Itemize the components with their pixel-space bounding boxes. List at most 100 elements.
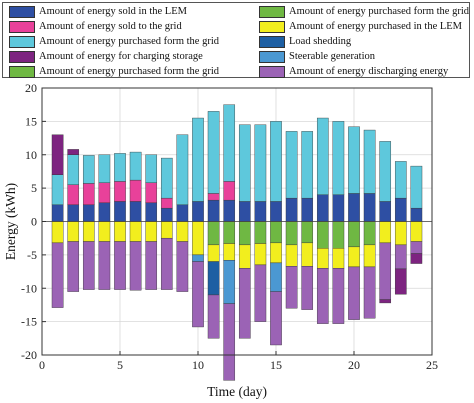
y-tick-label: -15 — [21, 315, 37, 329]
bar-purch_grid — [145, 154, 158, 183]
legend-item-purch_grid: Amount of energy purchased form the grid — [9, 34, 219, 49]
bar-sold_grid — [82, 183, 95, 206]
legend-swatch — [259, 35, 285, 48]
bar-sold_lem — [348, 193, 360, 222]
legend-label: Steerable generation — [289, 51, 375, 62]
bar-sold_grid — [207, 193, 220, 201]
bar-purch_grid2 — [363, 221, 376, 246]
bar-charging — [410, 253, 423, 264]
bar-purch_lem — [410, 221, 423, 242]
legend-label: Amount of energy for charging storage — [39, 51, 203, 62]
bar-discharging — [301, 266, 314, 310]
bar-sold_grid — [114, 181, 126, 202]
bar-purch_grid2 — [316, 221, 329, 249]
bar-sold_grid — [145, 182, 158, 204]
bar-discharging — [67, 241, 80, 292]
legend-swatch — [9, 5, 35, 18]
bar-purch_lem — [238, 244, 251, 269]
legend-swatch — [259, 65, 285, 78]
bar-purch_lem — [348, 246, 360, 268]
bar-purch_lem — [67, 221, 80, 242]
legend-item-sold_grid: Amount of energy sold to the grid — [9, 19, 182, 34]
x-tick-label: 10 — [192, 358, 204, 372]
bar-purch_grid2 — [207, 221, 220, 246]
bar-purch_grid — [114, 153, 126, 182]
bar-purch_lem — [114, 221, 126, 242]
bar-purch_lem — [82, 221, 95, 242]
bar-purch_grid — [129, 151, 142, 181]
bar-purch_grid — [51, 174, 64, 206]
x-tick-label: 5 — [117, 358, 123, 372]
y-tick-label: 10 — [25, 148, 37, 162]
bar-purch_grid2 — [348, 221, 360, 248]
bar-discharging — [285, 266, 298, 309]
bar-sold_lem — [192, 201, 204, 222]
bar-purch_lem — [223, 243, 236, 261]
bar-discharging — [114, 241, 126, 290]
bar-purch_grid2 — [270, 221, 282, 244]
bar-sold_lem — [51, 204, 64, 222]
bar-purch_grid — [410, 165, 423, 209]
bar-purch_grid — [254, 124, 267, 202]
bar-sold_grid — [223, 181, 236, 201]
bar-purch_grid — [316, 117, 329, 195]
bar-purch_lem — [363, 244, 376, 268]
bar-sold_lem — [114, 201, 126, 222]
bar-discharging — [394, 244, 407, 270]
bar-sold_grid — [129, 179, 142, 202]
legend-swatch — [9, 65, 35, 78]
legend-label: Load shedding — [289, 36, 352, 47]
bar-purch_lem — [207, 244, 220, 262]
legend-item-charging: Amount of energy for charging storage — [9, 49, 203, 64]
legend-label: Amount of energy purchased form the grid — [39, 66, 220, 77]
bar-purch_grid — [176, 134, 189, 206]
legend-swatch — [9, 20, 35, 33]
bar-charging — [67, 149, 80, 155]
legend-swatch — [259, 20, 285, 33]
bar-purch_lem — [192, 221, 204, 256]
bar-purch_lem — [316, 247, 329, 269]
bar-sold_grid — [160, 197, 173, 209]
legend-item-purch_grid2: Amount of energy purchased form the grid — [9, 64, 219, 79]
y-tick-label: -20 — [21, 348, 37, 362]
bar-charging — [51, 134, 64, 175]
bar-sold_lem — [67, 204, 80, 222]
bar-purch_grid — [363, 129, 376, 194]
bar-discharging — [207, 294, 220, 339]
bar-charging — [379, 299, 392, 304]
bar-sold_lem — [394, 197, 407, 222]
bar-discharging — [51, 242, 64, 308]
bar-purch_grid2 — [238, 221, 251, 246]
x-axis-title: Time (day) — [207, 384, 267, 399]
legend-label: Amount of energy purchased form the grid — [289, 6, 470, 17]
bar-discharging — [410, 241, 423, 254]
legend-item-discharging: Amount of energy discharging energy — [259, 64, 448, 79]
bar-steerable — [192, 254, 204, 262]
legend-swatch — [9, 50, 35, 63]
y-tick-label: -10 — [21, 281, 37, 295]
bar-purch_lem — [98, 221, 111, 242]
bar-purch_lem — [301, 242, 314, 267]
bar-sold_lem — [145, 202, 158, 222]
bar-discharging — [348, 266, 360, 320]
bar-purch_grid — [238, 124, 251, 202]
bar-sold_lem — [316, 194, 329, 222]
x-tick-label: 0 — [39, 358, 45, 372]
bar-sold_lem — [270, 201, 282, 222]
bar-purch_grid2 — [223, 221, 236, 244]
bar-sold_lem — [379, 201, 392, 222]
bar-steerable — [223, 260, 236, 304]
bar-discharging — [82, 241, 95, 290]
legend-swatch — [9, 35, 35, 48]
y-tick-label: 5 — [31, 181, 37, 195]
bar-sold_lem — [176, 204, 189, 222]
bar-discharging — [223, 303, 236, 381]
bar-sold_lem — [410, 207, 423, 222]
bar-discharging — [379, 242, 392, 300]
bar-purch_lem — [145, 221, 158, 242]
legend-label: Amount of energy sold in the LEM — [39, 6, 187, 17]
bar-purch_grid — [301, 131, 314, 199]
bar-purch_grid — [332, 121, 345, 196]
bar-sold_lem — [363, 193, 376, 222]
